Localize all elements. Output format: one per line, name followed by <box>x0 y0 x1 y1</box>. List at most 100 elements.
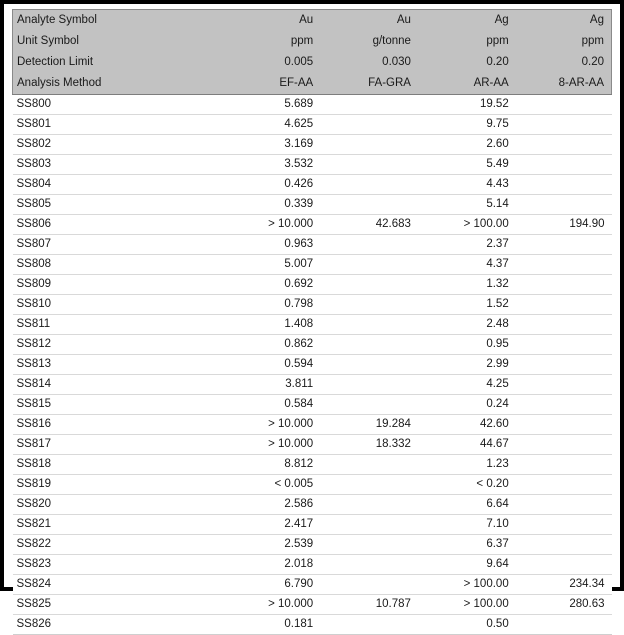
header-cell: 0.20 <box>514 52 612 73</box>
result-value-cell <box>514 474 612 495</box>
result-value-cell <box>514 614 612 635</box>
table-row: SS802 3.169 2.60 <box>12 134 612 155</box>
result-value-cell <box>514 454 612 475</box>
sample-id-cell: SS817 <box>12 434 217 455</box>
result-value-cell: > 100.00 <box>416 214 515 235</box>
header-row: Detection Limit 0.005 0.030 0.20 0.20 <box>12 52 612 73</box>
result-value-cell <box>319 474 417 495</box>
table-row: SS826 0.181 0.50 <box>12 614 612 635</box>
header-row: Analysis Method EF-AA FA-GRA AR-AA 8-AR-AA <box>12 73 612 95</box>
sample-id-cell: SS802 <box>12 134 217 155</box>
result-value-cell: 44.67 <box>416 434 515 455</box>
result-value-cell: > 10.000 <box>216 594 320 615</box>
sample-id-cell: SS826 <box>12 614 217 635</box>
header-row-label: Analysis Method <box>12 73 217 95</box>
sample-id-cell: SS813 <box>12 354 217 375</box>
table-row: SS806 > 10.000 42.683 > 100.00 194.90 <box>12 214 612 235</box>
result-value-cell <box>514 294 612 315</box>
result-value-cell <box>319 114 417 135</box>
result-value-cell <box>319 294 417 315</box>
result-value-cell <box>514 554 612 575</box>
result-value-cell <box>514 134 612 155</box>
table-row: SS814 3.811 4.25 <box>12 374 612 395</box>
result-value-cell: 0.798 <box>216 294 320 315</box>
result-value-cell <box>514 434 612 455</box>
result-value-cell <box>319 154 417 175</box>
result-value-cell: 0.24 <box>416 394 515 415</box>
table-row: SS818 8.812 1.23 <box>12 454 612 475</box>
sample-id-cell: SS823 <box>12 554 217 575</box>
sample-id-cell: SS824 <box>12 574 217 595</box>
sample-id-cell: SS810 <box>12 294 217 315</box>
table-row: SS805 0.339 5.14 <box>12 194 612 215</box>
sample-id-cell: SS816 <box>12 414 217 435</box>
result-value-cell <box>514 534 612 555</box>
result-value-cell <box>514 354 612 375</box>
result-value-cell: 5.14 <box>416 194 515 215</box>
result-value-cell: 2.60 <box>416 134 515 155</box>
sample-id-cell: SS805 <box>12 194 217 215</box>
result-value-cell: 19.284 <box>319 414 417 435</box>
result-value-cell: 19.52 <box>416 94 515 115</box>
header-row-label: Analyte Symbol <box>12 9 217 31</box>
result-value-cell: 2.48 <box>416 314 515 335</box>
header-cell: 0.20 <box>416 52 515 73</box>
result-value-cell <box>319 334 417 355</box>
result-value-cell: 10.787 <box>319 594 417 615</box>
assay-results-table: Analyte Symbol Au Au Ag Ag Unit Symbol ppm g/to… <box>12 9 612 635</box>
result-value-cell <box>319 514 417 535</box>
result-value-cell <box>319 354 417 375</box>
result-value-cell <box>319 174 417 195</box>
result-value-cell: 3.169 <box>216 134 320 155</box>
result-value-cell <box>319 494 417 515</box>
result-value-cell: 234.34 <box>514 574 612 595</box>
result-value-cell: 194.90 <box>514 214 612 235</box>
result-value-cell: > 10.000 <box>216 414 320 435</box>
result-value-cell: 5.49 <box>416 154 515 175</box>
sample-id-cell: SS822 <box>12 534 217 555</box>
result-value-cell <box>514 374 612 395</box>
header-row: Analyte Symbol Au Au Ag Ag <box>12 9 612 31</box>
sample-id-cell: SS803 <box>12 154 217 175</box>
result-value-cell: 2.99 <box>416 354 515 375</box>
sample-id-cell: SS812 <box>12 334 217 355</box>
sample-id-cell: SS801 <box>12 114 217 135</box>
result-value-cell: 7.10 <box>416 514 515 535</box>
result-value-cell: 0.963 <box>216 234 320 255</box>
header-cell: 0.005 <box>216 52 320 73</box>
sample-id-cell: SS825 <box>12 594 217 615</box>
result-value-cell: 4.25 <box>416 374 515 395</box>
header-cell: g/tonne <box>319 31 417 52</box>
result-value-cell: 0.50 <box>416 614 515 635</box>
sample-id-cell: SS814 <box>12 374 217 395</box>
result-value-cell <box>514 274 612 295</box>
table-row: SS800 5.689 19.52 <box>12 94 612 115</box>
result-value-cell: 0.584 <box>216 394 320 415</box>
result-value-cell: 4.37 <box>416 254 515 275</box>
result-value-cell <box>514 394 612 415</box>
result-value-cell: 0.692 <box>216 274 320 295</box>
table-row: SS825 > 10.000 10.787 > 100.00 280.63 <box>12 594 612 615</box>
table-row: SS821 2.417 7.10 <box>12 514 612 535</box>
sample-id-cell: SS807 <box>12 234 217 255</box>
sample-id-cell: SS800 <box>12 94 217 115</box>
table-row: SS804 0.426 4.43 <box>12 174 612 195</box>
header-cell: Ag <box>416 9 515 31</box>
result-value-cell: 6.64 <box>416 494 515 515</box>
result-value-cell <box>514 314 612 335</box>
result-value-cell: 1.408 <box>216 314 320 335</box>
result-value-cell <box>319 374 417 395</box>
sample-id-cell: SS808 <box>12 254 217 275</box>
result-value-cell: 9.75 <box>416 114 515 135</box>
result-value-cell: 42.683 <box>319 214 417 235</box>
result-value-cell <box>514 114 612 135</box>
result-value-cell: 0.339 <box>216 194 320 215</box>
result-value-cell: 8.812 <box>216 454 320 475</box>
result-value-cell <box>319 534 417 555</box>
header-row-label: Unit Symbol <box>12 31 217 52</box>
result-value-cell: > 10.000 <box>216 434 320 455</box>
result-value-cell <box>514 414 612 435</box>
header-cell: ppm <box>216 31 320 52</box>
result-value-cell: 1.52 <box>416 294 515 315</box>
